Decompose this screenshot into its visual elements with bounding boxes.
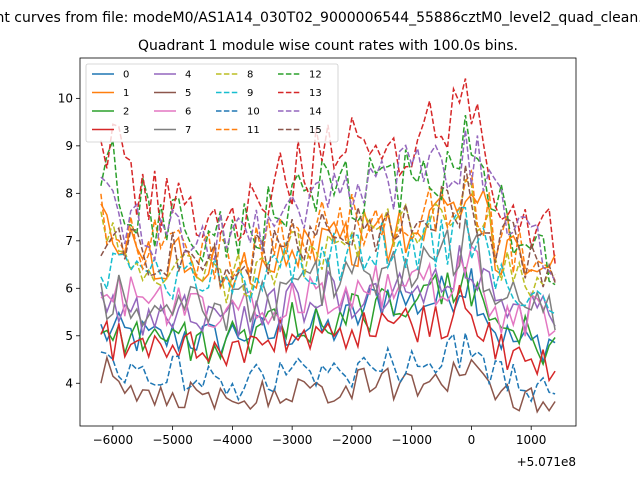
legend-box xyxy=(85,63,339,143)
x-axis: −6000 −5000 −4000 −3000 −2000 −1000 0 1000 xyxy=(93,426,547,447)
y-tick-label: 9 xyxy=(65,139,73,153)
legend-label-1: 1 xyxy=(123,88,129,99)
legend-label-2: 2 xyxy=(123,107,129,118)
x-tick-label: 0 xyxy=(468,433,476,447)
legend-label-12: 12 xyxy=(309,70,322,81)
x-tick-label: 1000 xyxy=(516,433,547,447)
series-line-8 xyxy=(100,178,556,304)
y-tick-label: 4 xyxy=(65,376,73,390)
series-line-9 xyxy=(100,206,556,315)
legend-label-5: 5 xyxy=(185,88,191,99)
series-line-5 xyxy=(100,354,556,414)
legend-label-9: 9 xyxy=(247,88,253,99)
series-layer xyxy=(100,78,556,414)
series-line-15 xyxy=(100,165,556,288)
x-tick-label: −2000 xyxy=(332,433,373,447)
series-line-14 xyxy=(100,129,556,282)
y-tick-label: 7 xyxy=(65,234,73,248)
y-tick-label: 8 xyxy=(65,186,73,200)
legend-label-15: 15 xyxy=(309,125,322,136)
x-tick-label: −6000 xyxy=(93,433,134,447)
series-line-7 xyxy=(100,218,556,331)
legend-label-8: 8 xyxy=(247,70,253,81)
legend-label-0: 0 xyxy=(123,70,129,81)
y-tick-label: 10 xyxy=(58,91,73,105)
legend-label-6: 6 xyxy=(185,107,191,118)
legend-label-11: 11 xyxy=(247,125,260,136)
chart-title: Quadrant 1 module wise count rates with … xyxy=(138,38,518,54)
series-line-2 xyxy=(100,266,556,367)
y-tick-label: 6 xyxy=(65,281,73,295)
y-tick-label: 5 xyxy=(65,329,73,343)
series-line-4 xyxy=(100,245,556,337)
x-tick-label: −1000 xyxy=(391,433,432,447)
figure-suptitle: Light curves from file: modeM0/AS1A14_03… xyxy=(0,10,640,26)
series-line-0 xyxy=(100,268,556,363)
legend-label-13: 13 xyxy=(309,88,322,99)
series-line-12 xyxy=(100,114,556,286)
y-axis: 4 5 6 7 8 9 10 xyxy=(58,91,80,390)
x-tick-label: −4000 xyxy=(212,433,253,447)
series-line-10 xyxy=(100,332,556,403)
legend-label-7: 7 xyxy=(185,125,191,136)
axes-frame xyxy=(79,57,577,427)
x-offset-label: +5.071e8 xyxy=(517,455,576,469)
legend-label-10: 10 xyxy=(247,107,260,118)
series-line-6 xyxy=(100,244,556,337)
x-tick-label: −5000 xyxy=(152,433,193,447)
series-line-3 xyxy=(100,284,556,383)
legend-label-4: 4 xyxy=(185,70,191,81)
legend-label-14: 14 xyxy=(309,107,322,118)
x-tick-label: −3000 xyxy=(272,433,313,447)
legend-label-3: 3 xyxy=(123,125,129,136)
